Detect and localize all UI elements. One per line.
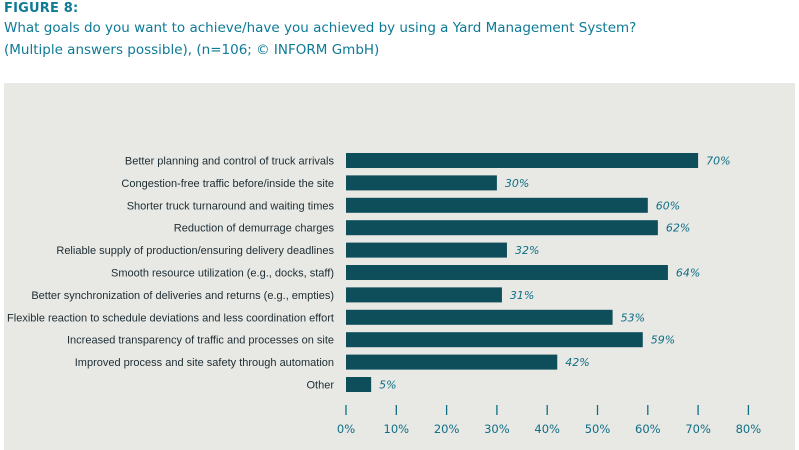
value-label: 60% (656, 199, 680, 212)
x-tick-label: 80% (736, 422, 762, 436)
bar (346, 265, 668, 280)
x-tick-label: 70% (685, 422, 711, 436)
x-tick-label: 0% (337, 422, 355, 436)
figure-title: What goals do you want to achieve/have y… (4, 20, 637, 36)
category-label: Better planning and control of truck arr… (125, 156, 335, 168)
value-label: 32% (515, 244, 539, 257)
value-label: 64% (676, 267, 700, 280)
bar (346, 309, 613, 325)
x-tick-label: 20% (434, 422, 460, 436)
x-tick-label: 40% (534, 422, 560, 436)
category-label: Improved process and site safety through… (75, 357, 334, 369)
bar (346, 377, 372, 392)
bar (346, 220, 658, 236)
bar (346, 175, 497, 191)
value-label: 62% (666, 222, 690, 235)
x-tick-label: 10% (384, 422, 410, 436)
value-label: 70% (706, 155, 730, 168)
category-label: Smooth resource utilization (e.g., docks… (111, 268, 334, 280)
bar (346, 287, 502, 303)
category-label: Reliable supply of production/ensuring d… (56, 245, 334, 257)
bar-chart: Better planning and control of truck arr… (7, 153, 762, 436)
chart-panel: Better planning and control of truck arr… (4, 83, 795, 450)
value-label: 42% (565, 356, 589, 369)
value-label: 30% (505, 177, 529, 190)
category-label: Better synchronization of deliveries and… (31, 290, 334, 302)
x-tick-label: 30% (484, 422, 510, 436)
value-label: 5% (379, 379, 396, 392)
figure-subtitle: (Multiple answers possible), (n=106; © I… (4, 42, 380, 58)
value-label: 31% (510, 289, 534, 302)
value-label: 59% (651, 334, 675, 347)
category-label: Congestion-free traffic before/inside th… (121, 178, 334, 190)
bar (346, 332, 643, 348)
x-tick-label: 60% (635, 422, 661, 436)
category-label: Flexible reaction to schedule deviations… (7, 312, 334, 324)
value-label: 53% (621, 311, 645, 324)
category-label: Increased transparency of traffic and pr… (67, 335, 334, 347)
category-label: Reduction of demurrage charges (174, 223, 335, 235)
bar (346, 197, 648, 213)
category-label: Shorter truck turnaround and waiting tim… (127, 200, 335, 212)
x-tick-label: 50% (585, 422, 611, 436)
bar (346, 354, 558, 370)
category-label: Other (306, 380, 334, 392)
figure-label: FIGURE 8: (4, 1, 79, 16)
bar (346, 153, 699, 168)
bar (346, 242, 507, 258)
